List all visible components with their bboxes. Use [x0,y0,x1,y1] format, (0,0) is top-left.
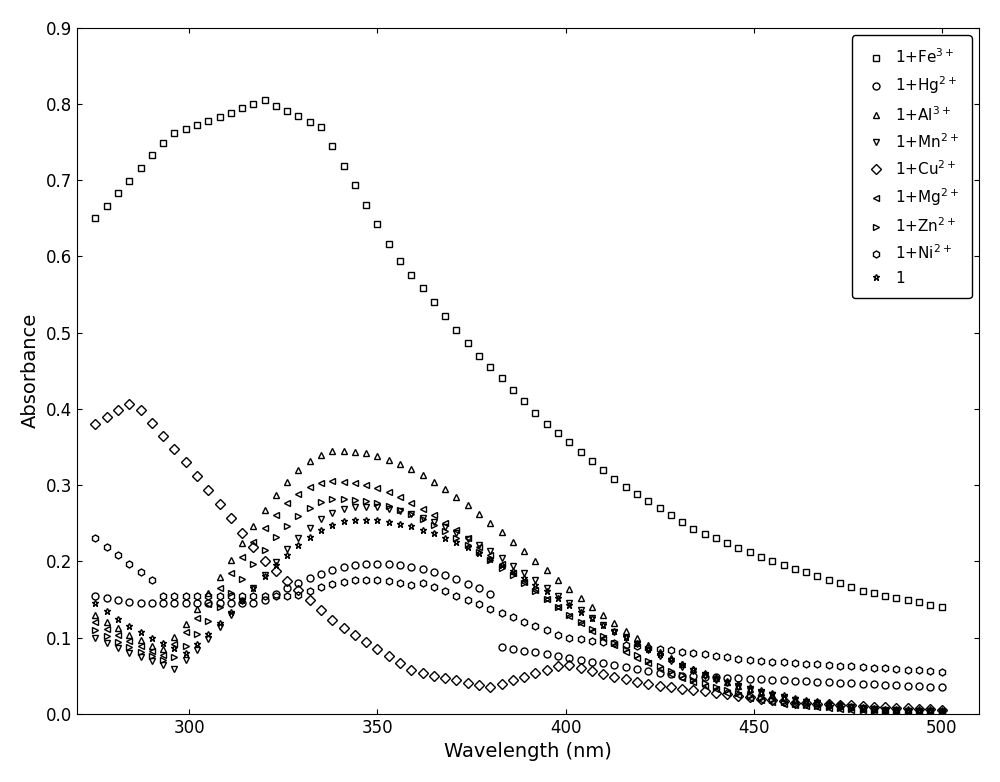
1+Zn$^{2+}$ [642,656,654,665]
1+Zn$^{2+}$ [89,626,101,635]
1+Ni$^{2+}$ [654,644,666,654]
1+Fe$^{3+}$ [89,213,101,223]
1+Mg$^{2+}$ [642,658,654,668]
1+Zn$^{2+}$ [338,494,350,504]
1+Fe$^{3+}$ [665,510,677,519]
Line: 1+Al$^{3+}$: 1+Al$^{3+}$ [92,447,945,715]
Line: 1+Cu$^{2+}$: 1+Cu$^{2+}$ [92,400,945,713]
Legend: 1+Fe$^{3+}$, 1+Hg$^{2+}$, 1+Al$^{3+}$, 1+Mn$^{2+}$, 1+Cu$^{2+}$, 1+Mg$^{2+}$, 1+: 1+Fe$^{3+}$, 1+Hg$^{2+}$, 1+Al$^{3+}$, 1… [852,35,972,298]
1+Fe$^{3+}$ [541,419,553,429]
1+Hg$^{2+}$ [371,559,383,569]
1+Mn$^{2+}$ [89,633,101,642]
1+Fe$^{3+}$ [642,497,654,506]
1+Mg$^{2+}$ [168,640,180,649]
1+Fe$^{3+}$ [168,128,180,138]
1 [89,598,101,608]
1+Ni$^{2+}$ [766,657,778,666]
1+Al$^{3+}$ [89,610,101,619]
1+Mn$^{2+}$ [665,657,677,666]
1+Mn$^{2+}$ [394,507,406,516]
1+Hg$^{2+}$ [936,683,948,692]
1+Fe$^{3+}$ [778,560,790,569]
1+Mg$^{2+}$ [778,699,790,708]
1+Mg$^{2+}$ [326,476,338,486]
1+Ni$^{2+}$ [529,621,541,630]
1+Cu$^{2+}$ [936,705,948,715]
Line: 1+Ni$^{2+}$: 1+Ni$^{2+}$ [92,535,945,676]
1+Al$^{3+}$ [642,640,654,650]
1+Hg$^{2+}$ [89,591,101,601]
1+Mg$^{2+}$ [936,706,948,716]
1+Zn$^{2+}$ [778,698,790,707]
1+Mn$^{2+}$ [168,664,180,673]
1+Ni$^{2+}$ [89,534,101,543]
1+Mn$^{2+}$ [349,502,361,511]
1+Mg$^{2+}$ [541,594,553,604]
1+Cu$^{2+}$ [89,419,101,429]
1 [665,655,677,664]
1+Cu$^{2+}$ [123,399,135,408]
1 [778,691,790,700]
1+Hg$^{2+}$ [642,666,654,676]
1+Hg$^{2+}$ [778,676,790,685]
1+Cu$^{2+}$ [541,665,553,675]
1+Cu$^{2+}$ [778,697,790,706]
1+Al$^{3+}$ [168,633,180,642]
Line: 1+Hg$^{2+}$: 1+Hg$^{2+}$ [92,560,945,691]
1+Mn$^{2+}$ [936,707,948,716]
1+Zn$^{2+}$ [936,706,948,716]
1 [168,644,180,653]
1+Mn$^{2+}$ [778,693,790,702]
1+Al$^{3+}$ [665,653,677,662]
1+Hg$^{2+}$ [665,669,677,679]
1+Cu$^{2+}$ [665,683,677,692]
1+Mg$^{2+}$ [394,493,406,502]
1 [349,515,361,524]
1+Zn$^{2+}$ [394,505,406,515]
1+Mn$^{2+}$ [541,583,553,593]
1+Al$^{3+}$ [338,447,350,456]
1+Cu$^{2+}$ [642,680,654,689]
1+Mg$^{2+}$ [665,669,677,678]
1+Hg$^{2+}$ [168,598,180,608]
Line: 1+Zn$^{2+}$: 1+Zn$^{2+}$ [92,496,945,715]
1+Cu$^{2+}$ [180,457,192,466]
1+Ni$^{2+}$ [631,641,643,651]
Line: 1+Fe$^{3+}$: 1+Fe$^{3+}$ [92,97,945,611]
1 [541,586,553,596]
X-axis label: Wavelength (nm): Wavelength (nm) [444,742,612,761]
1+Zn$^{2+}$ [541,594,553,604]
1+Mn$^{2+}$ [642,646,654,655]
1+Mg$^{2+}$ [89,618,101,627]
1 [936,705,948,714]
1+Al$^{3+}$ [394,459,406,468]
1+Zn$^{2+}$ [665,666,677,676]
1+Fe$^{3+}$ [259,95,271,105]
1+Ni$^{2+}$ [936,667,948,676]
Line: 1: 1 [92,516,945,713]
Line: 1+Mg$^{2+}$: 1+Mg$^{2+}$ [92,478,945,715]
1+Zn$^{2+}$ [168,652,180,662]
1+Al$^{3+}$ [936,706,948,716]
Line: 1+Mn$^{2+}$: 1+Mn$^{2+}$ [92,503,945,715]
Y-axis label: Absorbance: Absorbance [21,313,40,429]
1+Fe$^{3+}$ [394,256,406,266]
1+Ni$^{2+}$ [168,591,180,601]
1+Cu$^{2+}$ [394,658,406,667]
1+Al$^{3+}$ [541,565,553,575]
1+Hg$^{2+}$ [541,650,553,659]
1+Al$^{3+}$ [778,693,790,702]
1+Ni$^{2+}$ [383,576,395,586]
1+Fe$^{3+}$ [936,602,948,612]
1+Hg$^{2+}$ [394,560,406,569]
1 [394,519,406,529]
1 [642,644,654,654]
